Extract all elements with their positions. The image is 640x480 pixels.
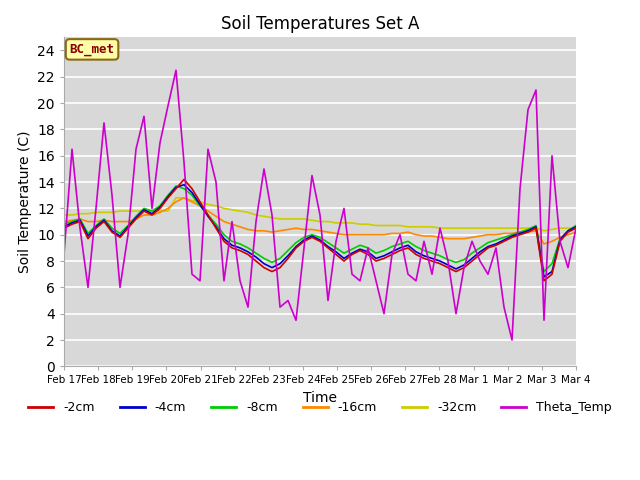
-8cm — [540, 269, 548, 275]
-2cm — [220, 239, 228, 244]
-8cm — [188, 192, 196, 198]
Theta_Temp — [60, 252, 68, 257]
Line: -8cm: -8cm — [64, 186, 576, 272]
Theta_Temp — [556, 239, 564, 244]
-32cm — [332, 220, 340, 226]
-2cm — [60, 225, 68, 231]
Theta_Temp — [220, 278, 228, 284]
-8cm — [572, 223, 580, 228]
-4cm — [572, 224, 580, 230]
-16cm — [180, 195, 188, 201]
Line: Theta_Temp: Theta_Temp — [64, 70, 576, 340]
-16cm — [508, 230, 516, 236]
Theta_Temp — [188, 271, 196, 277]
Theta_Temp — [572, 225, 580, 231]
-32cm — [284, 216, 292, 222]
-32cm — [572, 225, 580, 231]
Y-axis label: Soil Temperature (C): Soil Temperature (C) — [18, 131, 31, 273]
-2cm — [188, 186, 196, 192]
-32cm — [508, 225, 516, 231]
Theta_Temp — [284, 298, 292, 303]
Text: BC_met: BC_met — [70, 43, 115, 56]
-32cm — [540, 228, 548, 234]
-2cm — [572, 225, 580, 231]
-16cm — [332, 230, 340, 236]
-32cm — [172, 195, 180, 201]
-2cm — [556, 239, 564, 244]
Legend: -2cm, -4cm, -8cm, -16cm, -32cm, Theta_Temp: -2cm, -4cm, -8cm, -16cm, -32cm, Theta_Te… — [23, 396, 617, 420]
-4cm — [180, 182, 188, 188]
-4cm — [220, 236, 228, 241]
-8cm — [172, 183, 180, 189]
-4cm — [556, 237, 564, 243]
-16cm — [220, 219, 228, 225]
-2cm — [332, 252, 340, 257]
-4cm — [508, 233, 516, 239]
-4cm — [540, 274, 548, 280]
-4cm — [284, 253, 292, 259]
X-axis label: Time: Time — [303, 391, 337, 405]
-32cm — [556, 225, 564, 231]
-16cm — [556, 234, 564, 240]
-32cm — [60, 212, 68, 218]
-16cm — [284, 227, 292, 232]
Line: -32cm: -32cm — [64, 198, 576, 231]
-16cm — [188, 199, 196, 204]
-8cm — [220, 232, 228, 238]
Line: -2cm: -2cm — [64, 180, 576, 281]
Theta_Temp — [332, 239, 340, 244]
-16cm — [60, 219, 68, 225]
-2cm — [180, 177, 188, 182]
-4cm — [60, 224, 68, 230]
-4cm — [188, 190, 196, 195]
Title: Soil Temperatures Set A: Soil Temperatures Set A — [221, 15, 419, 33]
Theta_Temp — [516, 186, 524, 192]
-8cm — [556, 236, 564, 241]
-8cm — [332, 245, 340, 251]
-2cm — [284, 255, 292, 261]
-2cm — [540, 278, 548, 284]
-8cm — [60, 221, 68, 227]
Theta_Temp — [172, 67, 180, 73]
-8cm — [284, 248, 292, 253]
-4cm — [332, 249, 340, 255]
-32cm — [220, 205, 228, 211]
-32cm — [188, 198, 196, 204]
-16cm — [572, 229, 580, 235]
-2cm — [508, 234, 516, 240]
-8cm — [508, 232, 516, 238]
-16cm — [540, 241, 548, 247]
Theta_Temp — [508, 337, 516, 343]
Line: -4cm: -4cm — [64, 185, 576, 277]
Line: -16cm: -16cm — [64, 198, 576, 244]
